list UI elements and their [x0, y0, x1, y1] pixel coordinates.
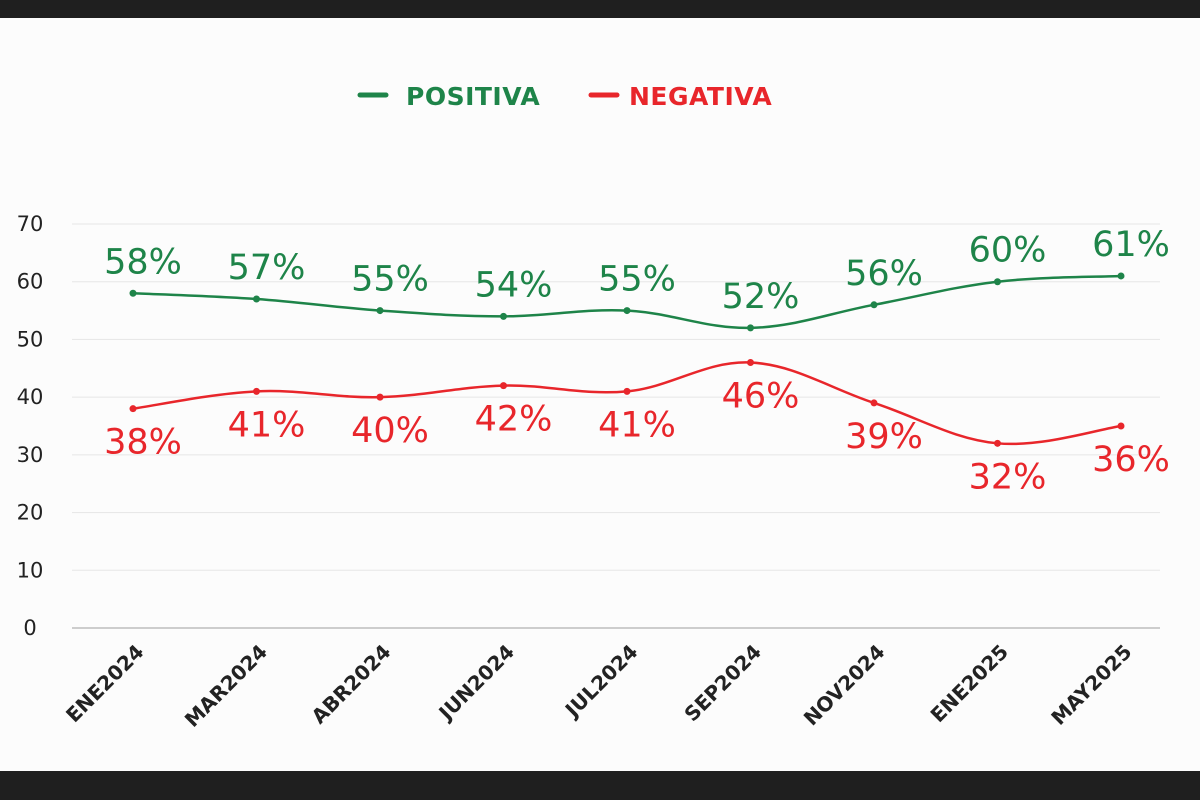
data-point-positiva — [994, 278, 1001, 286]
x-tick-label: JUN2024 — [433, 640, 519, 726]
data-label-negativa: 46% — [722, 377, 800, 417]
data-label-negativa: 41% — [598, 405, 676, 445]
data-point-negativa — [129, 405, 137, 413]
data-point-positiva — [129, 289, 137, 297]
x-tick-label: JUL2024 — [559, 640, 643, 724]
x-tick-label: MAR2024 — [180, 640, 272, 732]
data-label-negativa: 42% — [475, 400, 553, 440]
data-point-positiva — [623, 307, 631, 315]
data-point-negativa — [1117, 422, 1125, 430]
data-label-positiva: 54% — [475, 265, 553, 305]
data-label-positiva: 61% — [1092, 225, 1170, 265]
x-tick-label: MAY2025 — [1046, 640, 1136, 730]
y-tick-label: 50 — [17, 327, 44, 351]
legend-positiva-label: POSITIVA — [406, 82, 540, 111]
data-point-negativa — [623, 387, 631, 395]
data-label-negativa: 40% — [351, 411, 429, 451]
data-label-positiva: 55% — [351, 260, 429, 300]
data-label-negativa: 39% — [845, 417, 923, 457]
data-point-negativa — [253, 387, 260, 395]
data-point-negativa — [500, 382, 507, 390]
data-point-negativa — [376, 393, 384, 401]
data-label-negativa: 41% — [228, 405, 306, 445]
x-tick-label: NOV2024 — [799, 640, 890, 731]
y-tick-label: 0 — [23, 616, 36, 640]
data-label-positiva: 55% — [598, 260, 676, 300]
y-tick-label: 40 — [17, 385, 44, 409]
y-tick-label: 30 — [17, 443, 44, 467]
data-label-negativa: 36% — [1092, 440, 1170, 480]
data-label-positiva: 57% — [228, 248, 306, 288]
data-label-negativa: 38% — [104, 423, 182, 463]
data-label-positiva: 58% — [104, 242, 182, 282]
series — [129, 272, 1125, 447]
y-tick-label: 60 — [17, 270, 44, 294]
legend-negativa-label: NEGATIVA — [629, 82, 772, 111]
gridlines — [72, 223, 1160, 629]
data-point-positiva — [870, 301, 878, 309]
data-point-negativa — [994, 439, 1001, 447]
y-tick-label: 10 — [17, 558, 44, 582]
data-label-negativa: 32% — [969, 457, 1047, 497]
data-point-positiva — [747, 324, 754, 332]
y-tick-label: 20 — [17, 501, 44, 525]
data-point-negativa — [747, 359, 754, 367]
chart-frame: 0 10 20 30 40 50 60 70 ENE2024 MAR2024 ABR2024 JUN2… — [0, 18, 1200, 771]
data-labels: 58% 57% 55% 54% 55% 52% 56% 60% 61% 38% 41% 40% 42% 4… — [104, 225, 1170, 497]
y-tick-label: 70 — [17, 212, 44, 236]
x-tick-label: SEP2024 — [679, 640, 766, 727]
x-tick-label: ENE2024 — [61, 640, 148, 727]
data-point-positiva — [500, 312, 507, 320]
data-point-positiva — [1117, 272, 1125, 280]
x-tick-label: ABR2024 — [307, 640, 396, 729]
data-label-positiva: 60% — [969, 231, 1047, 271]
data-point-negativa — [870, 399, 878, 407]
data-point-positiva — [376, 307, 384, 315]
line-chart: 0 10 20 30 40 50 60 70 ENE2024 MAR2024 ABR2024 JUN2… — [17, 82, 1170, 732]
data-label-positiva: 56% — [845, 254, 923, 294]
data-label-positiva: 52% — [722, 277, 800, 317]
x-tick-label: ENE2025 — [926, 640, 1013, 727]
legend: POSITIVA NEGATIVA — [357, 82, 772, 111]
data-point-positiva — [253, 295, 260, 303]
